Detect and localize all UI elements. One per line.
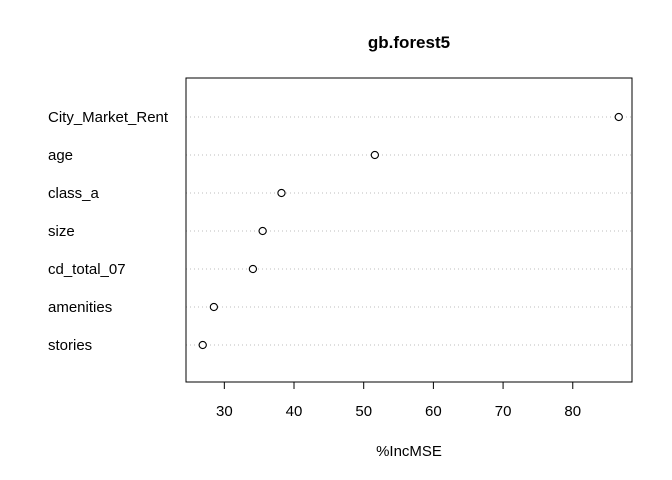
x-tick-label: 40 xyxy=(286,403,303,420)
data-point xyxy=(258,226,267,236)
data-point xyxy=(209,302,219,312)
category-label: age xyxy=(48,147,73,164)
x-tick-label: 70 xyxy=(495,403,512,420)
category-label: City_Market_Rent xyxy=(48,109,169,126)
data-points xyxy=(198,112,623,350)
data-point xyxy=(248,264,258,274)
x-tick-label: 50 xyxy=(355,403,372,420)
data-point xyxy=(370,150,380,160)
plot-frame xyxy=(185,77,633,383)
category-label: size xyxy=(48,223,75,240)
category-label: cd_total_07 xyxy=(48,261,126,278)
category-label: class_a xyxy=(48,185,100,202)
x-tick-label: 30 xyxy=(216,403,233,420)
x-tick-label: 60 xyxy=(425,403,442,420)
chart-title: gb.forest5 xyxy=(368,33,450,52)
data-point xyxy=(277,188,286,198)
category-label: stories xyxy=(48,337,92,354)
category-label: amenities xyxy=(48,299,112,316)
x-axis: 30 40 50 60 70 80 xyxy=(216,381,581,420)
x-tick-label: 80 xyxy=(564,403,581,420)
grid-lines xyxy=(186,116,632,346)
x-axis-label: %IncMSE xyxy=(376,443,442,460)
data-point xyxy=(198,340,207,350)
data-point xyxy=(614,112,623,122)
